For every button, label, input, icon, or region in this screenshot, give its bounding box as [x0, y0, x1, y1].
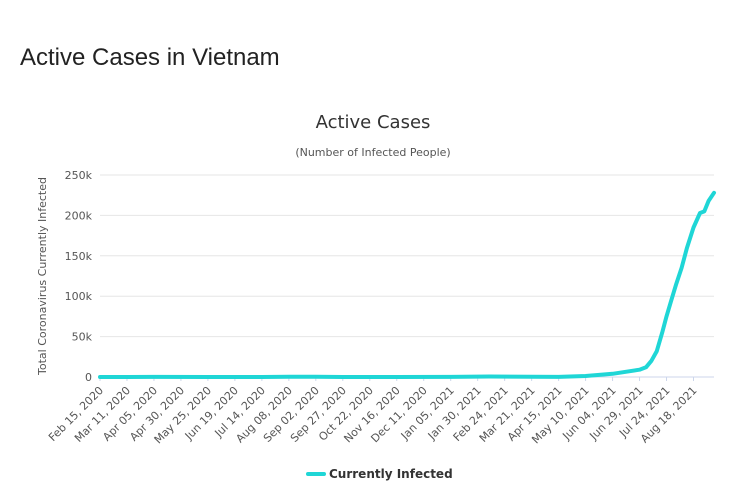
chart-subtitle: (Number of Infected People) — [295, 146, 450, 159]
page-title: Active Cases in Vietnam — [20, 44, 280, 71]
legend-label[interactable]: Currently Infected — [329, 467, 453, 481]
y-tick-label: 0 — [85, 371, 92, 384]
y-axis-label: Total Coronavirus Currently Infected — [36, 177, 49, 376]
series-line-currently-infected[interactable] — [98, 190, 716, 379]
y-tick-label: 150k — [65, 250, 93, 263]
y-tick-label: 100k — [65, 290, 93, 303]
y-tick-label: 250k — [65, 169, 93, 182]
y-axis-ticks: 0 50k 100k 150k 200k 250k — [65, 169, 93, 384]
series-layer — [98, 190, 716, 379]
grid-lines — [100, 174, 714, 378]
legend[interactable]: Currently Infected — [306, 467, 453, 481]
y-tick-label: 50k — [72, 331, 93, 344]
y-tick-label: 200k — [65, 209, 93, 222]
chart-title: Active Cases — [316, 112, 431, 133]
